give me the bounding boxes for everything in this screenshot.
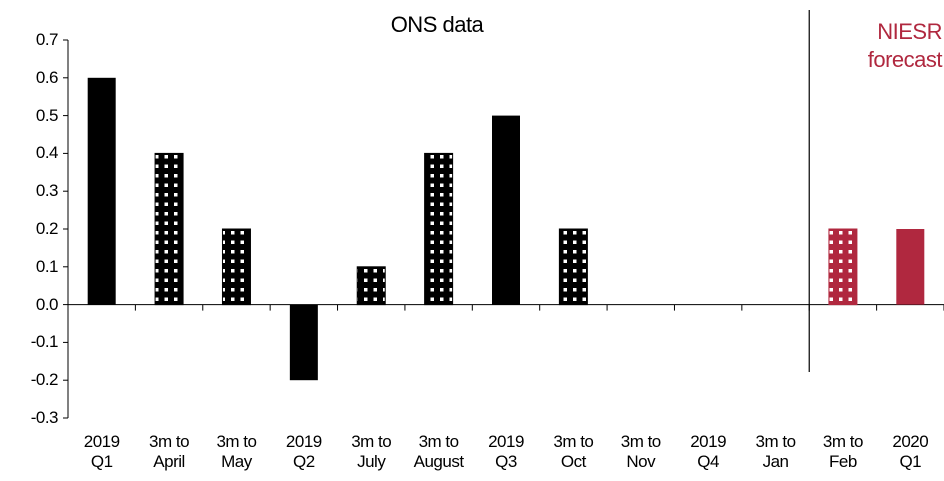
y-tick-label: 0.3 (35, 181, 59, 201)
y-tick-label: 0.7 (35, 30, 59, 49)
annotation: NIESR forecast (867, 19, 943, 72)
x-tick-label: 3m to Oct (553, 432, 594, 471)
bar (424, 152, 454, 306)
x-tick-label: 3m to May (216, 432, 257, 471)
bar (828, 228, 858, 306)
x-tick-label: 3m to July (351, 432, 392, 471)
x-tick-label: 2020 Q1 (892, 432, 929, 471)
y-tick-label: 0.4 (35, 143, 59, 163)
bar (356, 266, 386, 306)
bar (154, 152, 184, 306)
x-tick-label: 2019 Q2 (285, 432, 322, 471)
bar (87, 77, 116, 305)
x-tick-label: 2019 Q1 (83, 432, 120, 471)
y-tick-label: 0.2 (35, 219, 59, 238)
y-tick-label: 0.5 (35, 105, 59, 125)
bar (221, 228, 251, 306)
bar (896, 229, 925, 305)
bar (492, 115, 520, 305)
x-tick-label: 3m to Nov (620, 432, 662, 471)
y-tick-label: -0.3 (30, 408, 59, 427)
x-tick-label: 2019 Q4 (690, 432, 727, 471)
x-tick-label: 3m to Jan (755, 432, 797, 471)
bar (289, 304, 318, 381)
y-tick-label: 0.0 (35, 294, 59, 314)
chart-title: ONS data (390, 12, 484, 37)
bar (558, 228, 588, 306)
x-tick-label: 3m to April (149, 432, 190, 471)
x-tick-label: 2019 Q3 (488, 432, 524, 471)
y-tick-label: 0.1 (35, 256, 59, 276)
x-tick-label: 3m to August (413, 432, 464, 471)
y-tick-label: -0.2 (30, 370, 59, 390)
x-tick-label: 3m to Feb (822, 432, 864, 471)
y-tick-label: -0.1 (30, 332, 59, 352)
y-tick-label: 0.6 (35, 67, 59, 87)
